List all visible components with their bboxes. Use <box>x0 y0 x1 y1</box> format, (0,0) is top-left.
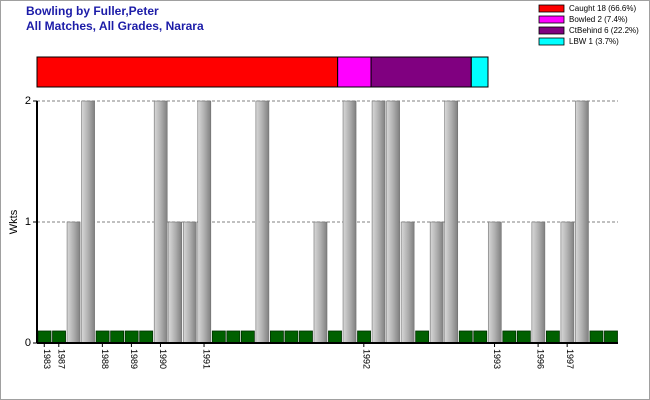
bar <box>444 100 459 344</box>
bar-zero <box>299 330 313 344</box>
segment <box>370 56 472 88</box>
y-tick-label: 2 <box>25 95 31 107</box>
bar <box>487 221 502 344</box>
legend-label: LBW 1 (3.7%) <box>569 37 619 46</box>
y-tick-label: 1 <box>25 216 31 228</box>
bar-zero <box>328 330 342 344</box>
x-tick-label: 1993 <box>492 349 502 369</box>
bar-zero <box>357 330 371 344</box>
legend-label: Bowled 2 (7.4%) <box>569 15 628 24</box>
bar-zero <box>226 330 241 344</box>
legend-label: CtBehind 6 (22.2%) <box>569 26 639 35</box>
bar-zero <box>52 330 66 344</box>
chart-title: Bowling by Fuller,Peter <box>26 4 159 18</box>
bar <box>81 100 95 344</box>
x-tick-label: 1988 <box>100 349 110 369</box>
legend-swatch <box>538 15 565 24</box>
bar <box>531 221 546 344</box>
bar-zero <box>458 330 473 344</box>
bar-zero <box>240 330 255 344</box>
bar <box>560 221 575 344</box>
bar-zero <box>473 330 488 344</box>
bar <box>386 100 400 344</box>
bar-zero <box>37 330 52 344</box>
bar-zero <box>545 330 560 344</box>
bar-zero <box>269 330 284 344</box>
x-tick-label: 1989 <box>129 349 139 369</box>
bar-zero <box>139 330 154 344</box>
bar <box>168 221 183 344</box>
bar-zero <box>516 330 531 344</box>
bar-zero <box>284 330 299 344</box>
legend-label: Caught 18 (66.6%) <box>569 4 636 13</box>
bar <box>197 100 212 344</box>
segment <box>36 56 339 88</box>
x-tick-label: 1987 <box>56 349 66 369</box>
legend-swatch <box>538 4 565 13</box>
bar <box>153 100 168 344</box>
bar-zero <box>589 330 604 344</box>
bar-zero <box>95 330 110 344</box>
x-tick-label: 1990 <box>158 349 168 369</box>
bar-zero <box>604 330 618 344</box>
x-tick-label: 1996 <box>536 349 546 369</box>
bar <box>66 221 81 344</box>
x-tick-label: 1997 <box>565 349 575 369</box>
bar <box>182 221 197 344</box>
legend-swatch <box>538 37 565 46</box>
bar <box>313 221 328 344</box>
x-tick-label: 1983 <box>42 349 52 369</box>
bar-zero <box>415 330 430 344</box>
bar-zero <box>502 330 517 344</box>
bar <box>575 100 589 344</box>
bar-zero <box>110 330 125 344</box>
legend-swatch <box>538 26 565 35</box>
bar <box>255 100 270 344</box>
chart-subtitle: All Matches, All Grades, Narara <box>26 19 204 33</box>
bar-zero <box>124 330 139 344</box>
bar <box>342 100 357 344</box>
y-axis-label: Wkts <box>8 209 20 234</box>
y-tick-label: 0 <box>25 337 31 349</box>
x-tick-label: 1991 <box>202 349 212 369</box>
bar <box>371 100 386 344</box>
segment <box>337 56 372 88</box>
bar <box>429 221 444 344</box>
segment <box>470 56 489 88</box>
bar-zero <box>211 330 226 344</box>
x-tick-label: 1992 <box>361 349 371 369</box>
bar <box>400 221 415 344</box>
